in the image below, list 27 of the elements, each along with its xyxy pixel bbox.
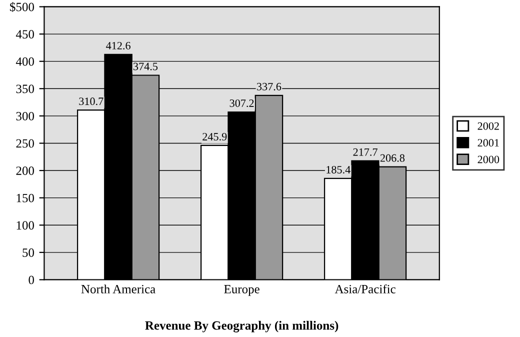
y-tick-label: 300 <box>16 112 34 120</box>
legend-label: 2001 <box>478 139 499 147</box>
y-tick-label: 250 <box>16 139 34 148</box>
legend-label: 2002 <box>478 122 499 130</box>
data-label: 412.6 <box>106 42 130 50</box>
y-tick-label: 200 <box>16 166 34 175</box>
y-tick-label: $500 <box>10 2 34 12</box>
x-tick-label: North America <box>81 284 156 294</box>
data-label: 217.7 <box>353 148 378 156</box>
x-tick-label: Asia/Pacific <box>334 284 396 294</box>
data-label: 310.7 <box>79 98 104 106</box>
x-tick-label: Europe <box>224 285 260 296</box>
legend-label: 2000 <box>478 156 500 164</box>
y-tick-label: 400 <box>16 57 34 66</box>
x-axis-title: Revenue By Geography (in millions) <box>145 320 338 332</box>
y-tick-label: 100 <box>16 221 34 230</box>
data-label: 307.2 <box>230 99 254 108</box>
y-tick-label: 0 <box>28 276 34 284</box>
data-label: 245.9 <box>202 132 227 140</box>
data-label: 206.8 <box>380 154 405 162</box>
y-tick-label: 450 <box>16 30 34 38</box>
data-label: 374.5 <box>134 62 158 70</box>
data-label: 337.6 <box>257 82 282 90</box>
y-tick-label: 150 <box>16 194 34 202</box>
data-label: 185.4 <box>326 166 350 174</box>
y-tick-label: 50 <box>22 248 34 257</box>
y-tick-label: 350 <box>16 84 34 94</box>
